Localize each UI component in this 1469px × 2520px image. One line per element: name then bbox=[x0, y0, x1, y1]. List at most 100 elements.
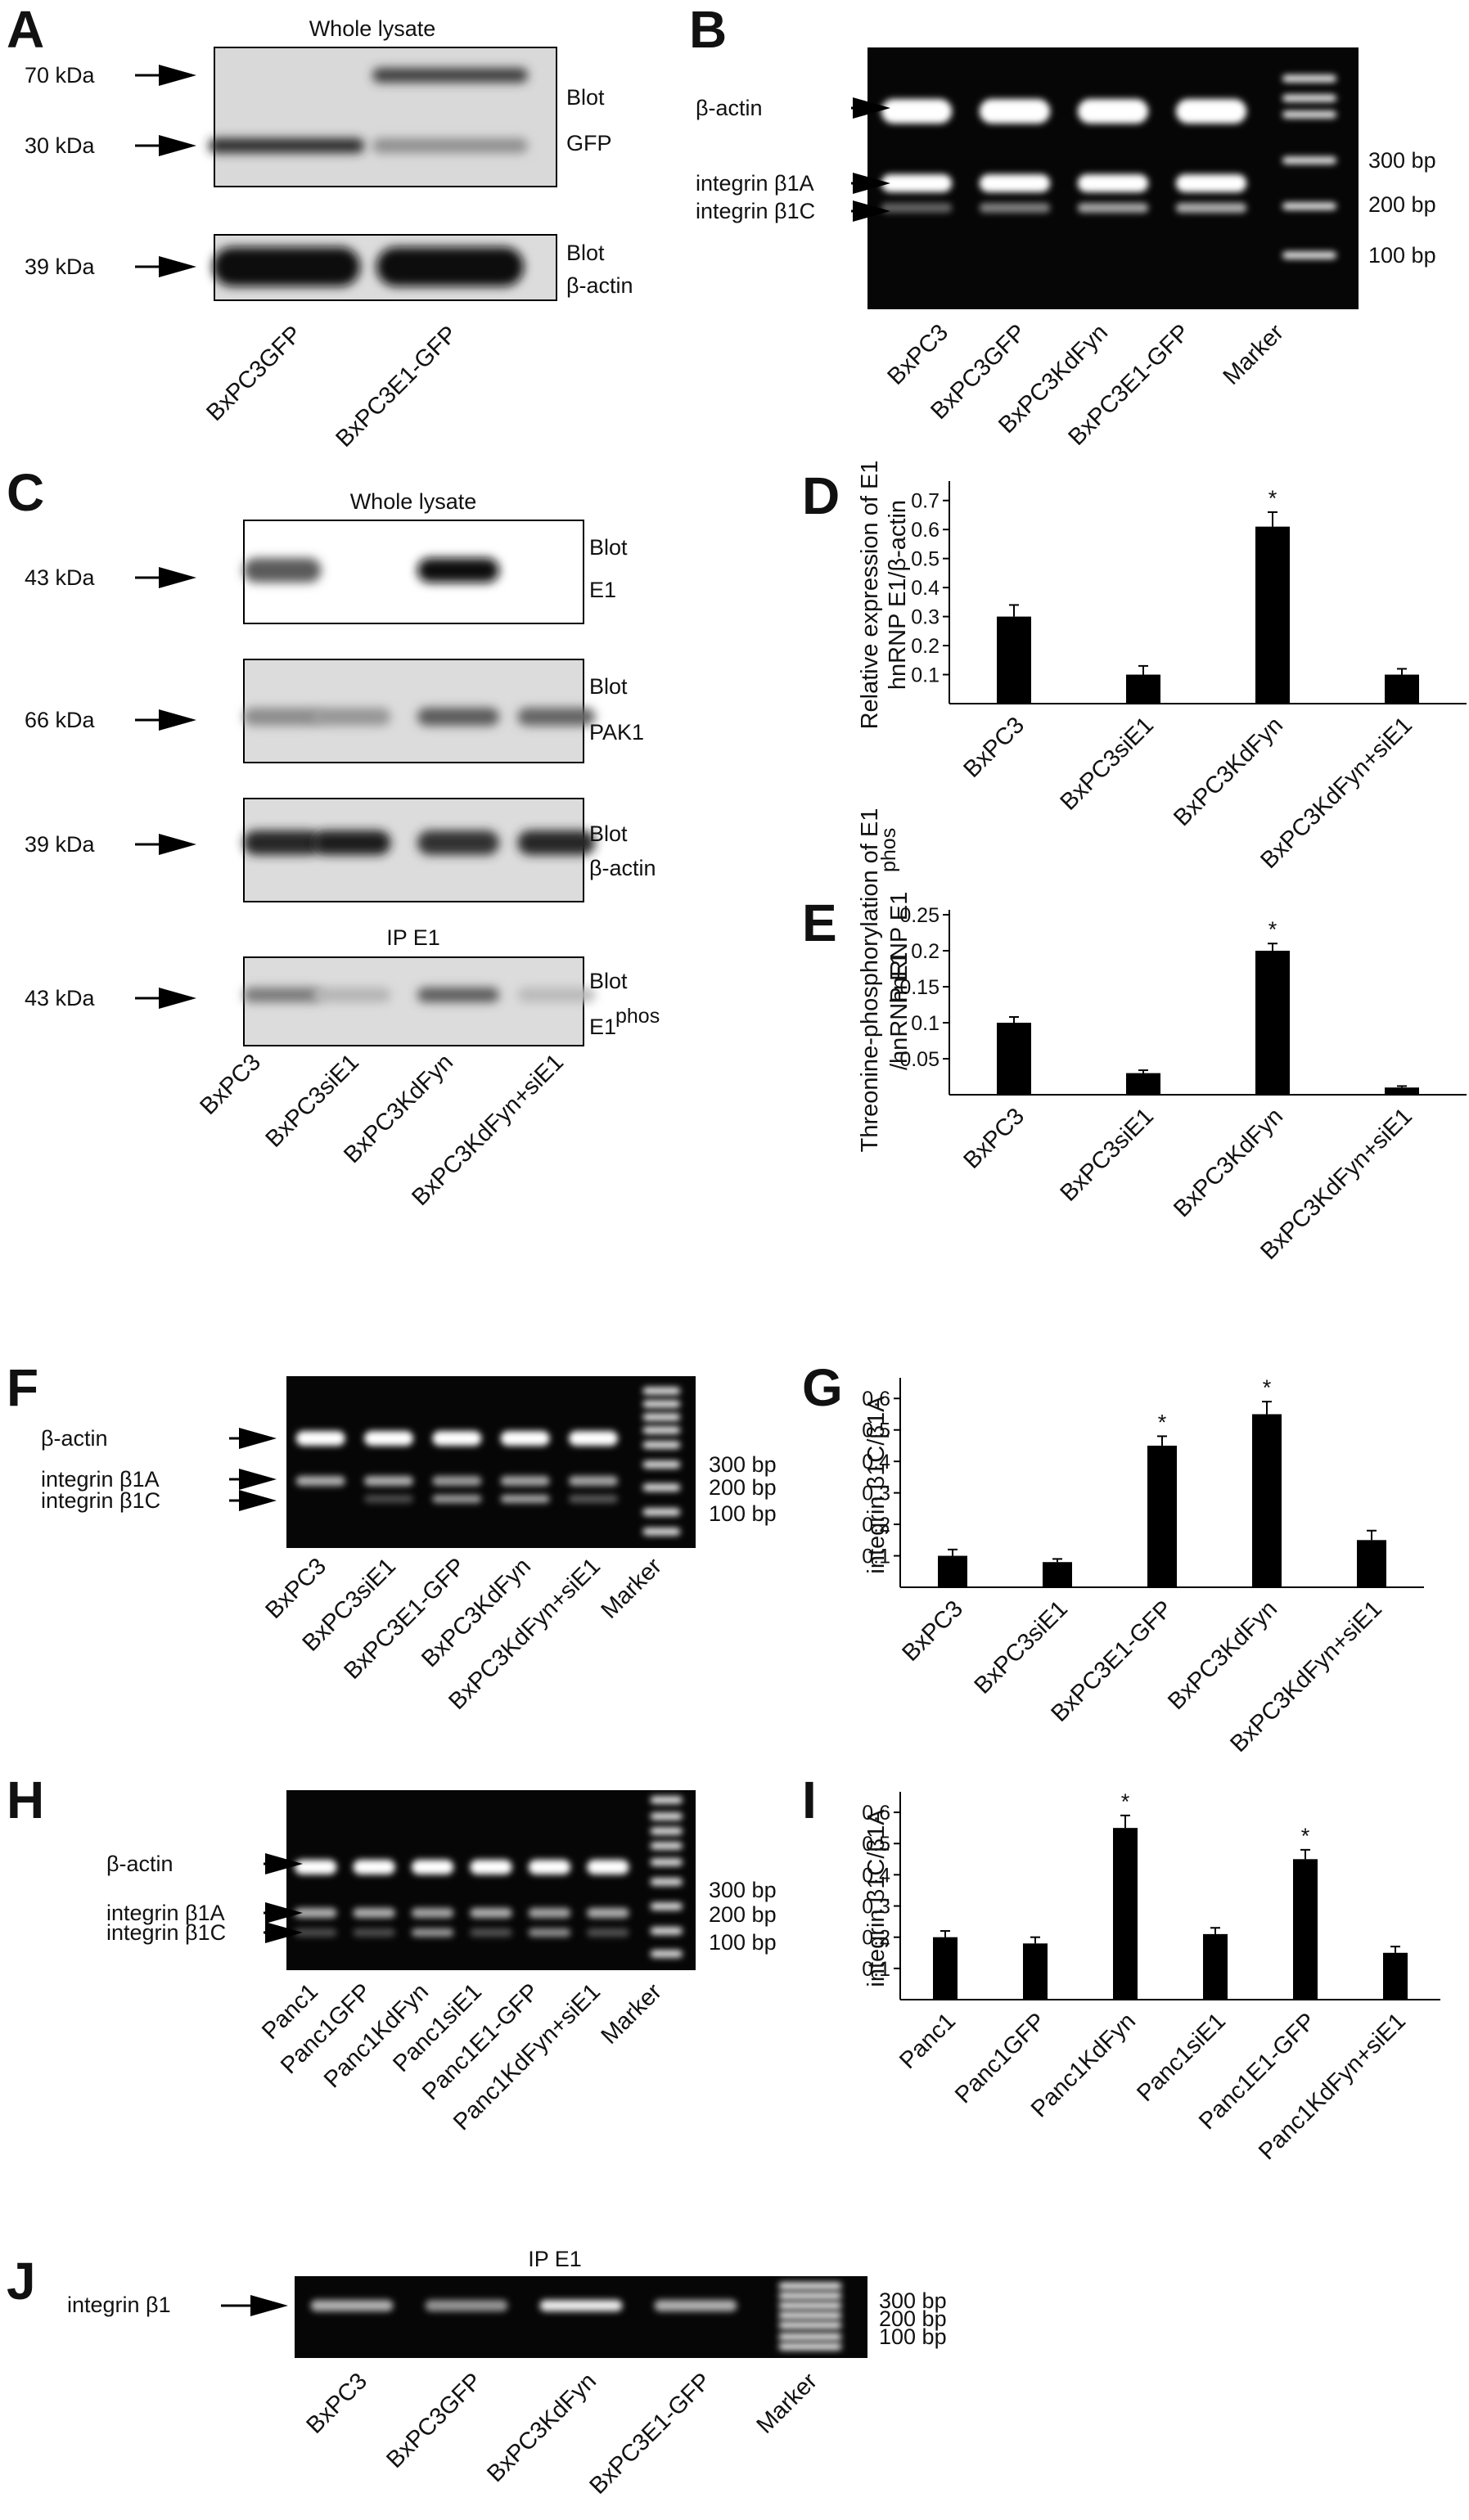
gel-band bbox=[470, 1860, 512, 1874]
ladder-band bbox=[778, 2292, 842, 2300]
size-label: 300 bp bbox=[709, 1878, 777, 1902]
band-arrow bbox=[239, 1490, 277, 1511]
ladder-band bbox=[778, 2342, 842, 2351]
category-label: BxPC3KdFyn bbox=[1169, 712, 1288, 831]
ladder-band bbox=[1282, 94, 1336, 102]
lane-label: Marker bbox=[1219, 319, 1290, 390]
blot-label: β-actin bbox=[589, 856, 656, 880]
y-axis-label: Relative expression of E1 bbox=[857, 461, 883, 730]
gel-band bbox=[411, 1928, 454, 1937]
category-label: BxPC3siE1 bbox=[970, 1595, 1073, 1699]
y-tick-label: 0.5 bbox=[862, 1420, 890, 1442]
y-tick-label: 0.3 bbox=[911, 606, 940, 629]
lane-label: BxPC3 bbox=[260, 1553, 331, 1623]
y-tick-label: 0.2 bbox=[911, 635, 940, 658]
ladder-band bbox=[650, 1950, 683, 1958]
gel-band bbox=[432, 1476, 482, 1486]
significance-star: * bbox=[1158, 1410, 1167, 1434]
y-tick-label: 0.4 bbox=[862, 1451, 890, 1474]
gel-band bbox=[1077, 203, 1149, 213]
band bbox=[517, 830, 596, 855]
band bbox=[417, 830, 499, 855]
gel-band bbox=[1175, 203, 1247, 213]
gel-band bbox=[411, 1908, 454, 1918]
panel-label-h: H bbox=[7, 1771, 44, 1829]
y-tick-label: 0.1 bbox=[911, 664, 940, 687]
bar bbox=[1252, 1414, 1282, 1587]
band-label: integrin β1 bbox=[67, 2293, 171, 2317]
ladder-band bbox=[650, 1902, 683, 1910]
category-label: Panc1 bbox=[894, 2008, 961, 2074]
bar bbox=[1113, 1828, 1138, 2000]
marker-label: 66 kDa bbox=[25, 708, 96, 732]
gel-band bbox=[364, 1495, 413, 1503]
blot-label: E1 bbox=[589, 1015, 616, 1039]
panel-f-gel bbox=[286, 1376, 696, 1548]
y-axis-label-superscript: phos bbox=[877, 828, 900, 872]
gel-band bbox=[528, 1928, 571, 1937]
y-tick-label: 0.7 bbox=[911, 490, 940, 513]
y-tick-label: 0.5 bbox=[862, 1833, 890, 1856]
panel-c-title: Whole lysate bbox=[350, 489, 477, 514]
ladder-band bbox=[642, 1426, 681, 1434]
size-label: 100 bp bbox=[879, 2324, 947, 2349]
lane-label: BxPC3GFP bbox=[381, 2368, 487, 2473]
category-label: BxPC3 bbox=[897, 1595, 967, 1666]
band bbox=[243, 708, 322, 726]
bar bbox=[1255, 526, 1290, 704]
significance-star: * bbox=[1301, 1824, 1310, 1848]
ladder-band bbox=[1282, 251, 1336, 259]
panel-h-gel bbox=[286, 1790, 696, 1970]
gel-band bbox=[1175, 174, 1247, 192]
marker-arrow bbox=[159, 709, 196, 731]
bar bbox=[1147, 1445, 1177, 1587]
gel-band bbox=[569, 1495, 618, 1503]
y-axis-label: integrin β1C/β1A bbox=[863, 1396, 890, 1574]
panel-label-b: B bbox=[689, 0, 727, 59]
band bbox=[313, 708, 391, 726]
marker-label: 39 kDa bbox=[25, 254, 96, 279]
ladder-band bbox=[650, 1796, 683, 1804]
bar bbox=[1203, 1933, 1228, 2000]
band bbox=[517, 988, 596, 1002]
panel-label-j: J bbox=[7, 2252, 36, 2311]
size-label: 300 bp bbox=[879, 2288, 947, 2313]
category-label: BxPC3 bbox=[958, 712, 1029, 782]
gel-band bbox=[587, 1908, 629, 1918]
lane-label: BxPC3 bbox=[195, 1049, 265, 1119]
y-tick-label: 0.1 bbox=[862, 1546, 890, 1568]
ladder-band bbox=[642, 1387, 681, 1395]
marker-arrow bbox=[159, 256, 196, 277]
significance-star: * bbox=[1268, 917, 1277, 942]
ladder-band bbox=[778, 2282, 842, 2290]
lane-label: BxPC3 bbox=[882, 319, 953, 389]
gel-band bbox=[1175, 99, 1247, 124]
ladder-band bbox=[642, 1460, 681, 1469]
band bbox=[313, 830, 391, 855]
gel-band bbox=[353, 1860, 395, 1874]
gel-band bbox=[310, 2300, 394, 2311]
band bbox=[417, 988, 499, 1002]
band bbox=[243, 830, 322, 855]
band bbox=[209, 138, 364, 153]
category-label: BxPC3KdFyn bbox=[1169, 1103, 1288, 1222]
y-tick-label: 0.6 bbox=[862, 1388, 890, 1411]
gel-band bbox=[881, 203, 953, 213]
gel-band bbox=[432, 1495, 482, 1503]
band bbox=[213, 247, 360, 286]
ladder-band bbox=[1282, 156, 1336, 164]
gel-band bbox=[353, 1928, 395, 1937]
panel-j-gel bbox=[295, 2276, 867, 2358]
blot-label: Blot bbox=[589, 821, 628, 846]
y-axis-label: Threonine-phosphorylation of E1 bbox=[857, 808, 883, 1153]
blot-label: GFP bbox=[566, 131, 612, 155]
ladder-band bbox=[642, 1508, 681, 1516]
gel-band bbox=[295, 1908, 337, 1918]
lane-label: BxPC3E1-GFP bbox=[331, 321, 462, 452]
y-tick-label: 0.4 bbox=[911, 577, 940, 600]
y-tick-label: 0.05 bbox=[899, 1048, 940, 1071]
gel-band bbox=[587, 1860, 629, 1874]
lane-label: Marker bbox=[597, 1553, 668, 1624]
band-arrow bbox=[239, 1469, 277, 1490]
